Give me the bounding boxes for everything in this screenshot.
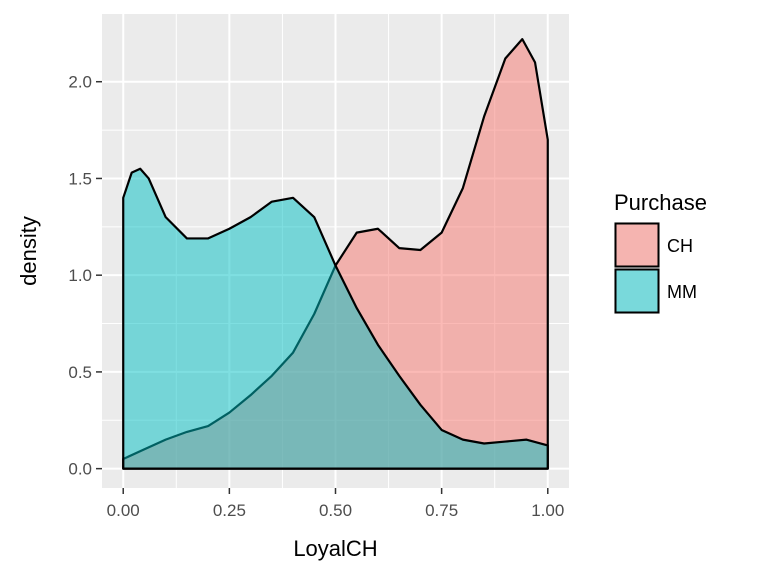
legend-label-mm: MM <box>667 282 697 302</box>
legend: Purchase CH MM <box>614 190 707 314</box>
legend-label-ch: CH <box>667 236 693 256</box>
y-tick-label: 1.5 <box>68 169 92 188</box>
legend-key-ch <box>614 222 660 268</box>
y-axis: 0.0 0.5 1.0 1.5 2.0 <box>68 73 102 479</box>
y-axis-label: density <box>16 216 41 286</box>
x-tick-label: 0.50 <box>319 501 352 520</box>
legend-title: Purchase <box>614 190 707 215</box>
x-axis: 0.00 0.25 0.50 0.75 1.00 <box>107 488 564 520</box>
x-tick-label: 0.25 <box>213 501 246 520</box>
density-areas <box>122 38 549 470</box>
x-tick-label: 0.75 <box>425 501 458 520</box>
legend-key-mm <box>614 268 660 314</box>
legend-items: CH MM <box>614 222 697 314</box>
y-tick-label: 0.0 <box>68 460 92 479</box>
x-tick-label: 1.00 <box>531 501 564 520</box>
x-axis-label: LoyalCH <box>293 536 377 561</box>
y-tick-label: 2.0 <box>68 73 92 92</box>
density-area-mm <box>122 167 549 470</box>
y-tick-label: 1.0 <box>68 266 92 285</box>
x-tick-label: 0.00 <box>107 501 140 520</box>
y-tick-label: 0.5 <box>68 363 92 382</box>
